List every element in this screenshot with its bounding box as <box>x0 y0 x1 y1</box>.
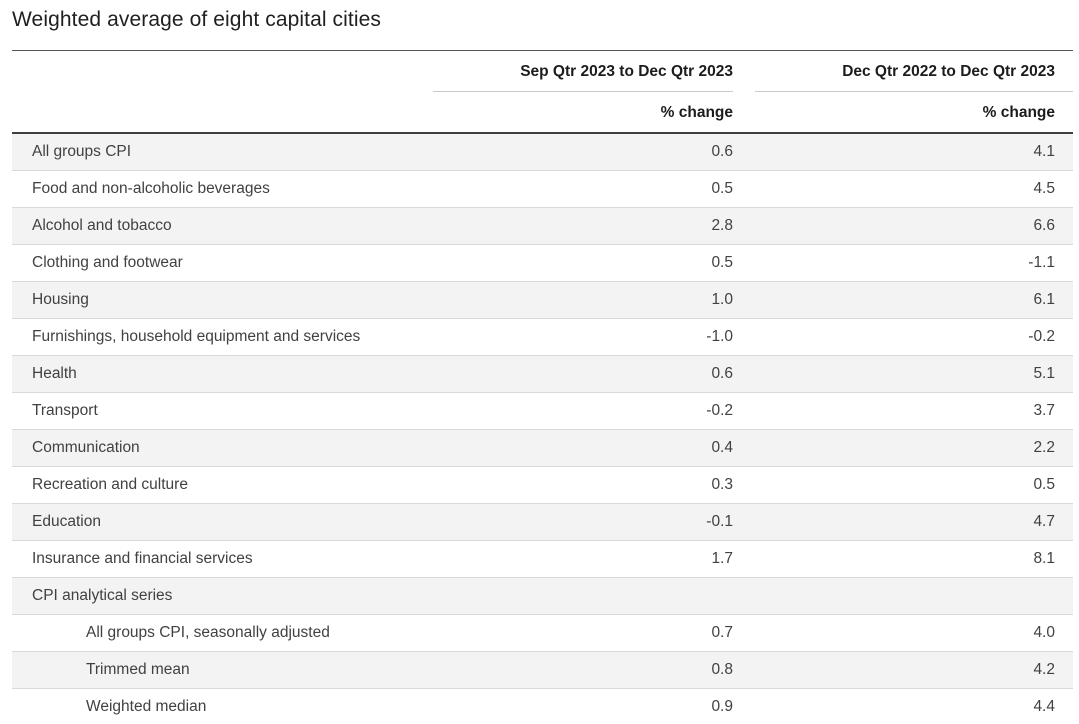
row-value: 8.1 <box>733 540 1073 578</box>
row-label: Insurance and financial services <box>12 540 433 578</box>
row-value: 0.8 <box>433 651 733 689</box>
row-value: -0.2 <box>733 318 1073 356</box>
header-spacer <box>12 51 433 93</box>
table-row: Recreation and culture 0.3 0.5 <box>12 466 1073 504</box>
column-header-quarterly: Sep Qtr 2023 to Dec Qtr 2023 <box>433 51 733 92</box>
row-value: 4.1 <box>733 133 1073 171</box>
row-label: Recreation and culture <box>12 466 433 504</box>
row-value: 4.5 <box>733 170 1073 208</box>
table-row: Weighted median 0.9 4.4 <box>12 688 1073 724</box>
row-value: 6.1 <box>733 281 1073 319</box>
row-value: -1.1 <box>733 244 1073 282</box>
table-row: Clothing and footwear 0.5 -1.1 <box>12 244 1073 282</box>
row-value: 0.5 <box>433 170 733 208</box>
unit-label-quarterly: % change <box>660 104 733 121</box>
table-row: Transport -0.2 3.7 <box>12 392 1073 430</box>
table-row: Communication 0.4 2.2 <box>12 429 1073 467</box>
table-row: Insurance and financial services 1.7 8.1 <box>12 540 1073 578</box>
group-header-row: CPI analytical series <box>12 577 1073 615</box>
table-row: Housing 1.0 6.1 <box>12 281 1073 319</box>
row-value: -0.1 <box>433 503 733 541</box>
cpi-table: Sep Qtr 2023 to Dec Qtr 2023 Dec Qtr 202… <box>12 50 1073 724</box>
period-header-row: Sep Qtr 2023 to Dec Qtr 2023 Dec Qtr 202… <box>12 51 1073 93</box>
row-value: 4.2 <box>733 651 1073 689</box>
row-label: Housing <box>12 281 433 319</box>
row-value: 0.6 <box>433 355 733 393</box>
table-row: Alcohol and tobacco 2.8 6.6 <box>12 207 1073 245</box>
row-value: 0.9 <box>433 688 733 724</box>
row-value: 0.7 <box>433 614 733 652</box>
row-label: Education <box>12 503 433 541</box>
row-value: 2.2 <box>733 429 1073 467</box>
table-row: Food and non-alcoholic beverages 0.5 4.5 <box>12 170 1073 208</box>
row-value: 0.6 <box>433 133 733 171</box>
row-value: 0.5 <box>433 244 733 282</box>
row-label: All groups CPI, seasonally adjusted <box>12 614 433 652</box>
row-label: All groups CPI <box>12 133 433 171</box>
row-label: Alcohol and tobacco <box>12 207 433 245</box>
row-value: 5.1 <box>733 355 1073 393</box>
row-label: Furnishings, household equipment and ser… <box>12 318 433 356</box>
row-value: 1.7 <box>433 540 733 578</box>
page-title: Weighted average of eight capital cities <box>12 8 381 31</box>
row-value: 6.6 <box>733 207 1073 245</box>
table-row: Furnishings, household equipment and ser… <box>12 318 1073 356</box>
row-label: Food and non-alcoholic beverages <box>12 170 433 208</box>
unit-header-row: % change % change <box>12 92 1073 133</box>
row-value: 4.0 <box>733 614 1073 652</box>
table-row: All groups CPI 0.6 4.1 <box>12 133 1073 171</box>
column-header-quarterly-label: Sep Qtr 2023 to Dec Qtr 2023 <box>433 51 733 92</box>
column-header-annual-label: Dec Qtr 2022 to Dec Qtr 2023 <box>755 51 1073 92</box>
row-value: 1.0 <box>433 281 733 319</box>
header-spacer <box>12 92 433 133</box>
row-label: Health <box>12 355 433 393</box>
row-value: 0.4 <box>433 429 733 467</box>
unit-label-annual: % change <box>982 104 1055 121</box>
table-row: Trimmed mean 0.8 4.2 <box>12 651 1073 689</box>
row-label: Communication <box>12 429 433 467</box>
row-value: 3.7 <box>733 392 1073 430</box>
table-row: Health 0.6 5.1 <box>12 355 1073 393</box>
row-label: Transport <box>12 392 433 430</box>
table-row: All groups CPI, seasonally adjusted 0.7 4.… <box>12 614 1073 652</box>
row-value: 2.8 <box>433 207 733 245</box>
row-label: CPI analytical series <box>12 577 433 615</box>
row-value: 0.3 <box>433 466 733 504</box>
row-value <box>733 577 1073 615</box>
table-row: Education -0.1 4.7 <box>12 503 1073 541</box>
row-value: 4.7 <box>733 503 1073 541</box>
table-header: Sep Qtr 2023 to Dec Qtr 2023 Dec Qtr 202… <box>12 51 1073 134</box>
column-header-annual: Dec Qtr 2022 to Dec Qtr 2023 <box>733 51 1073 92</box>
row-label: Trimmed mean <box>12 651 433 689</box>
row-value <box>433 577 733 615</box>
row-value: -0.2 <box>433 392 733 430</box>
table-body: All groups CPI 0.6 4.1 Food and non-alcohol… <box>12 133 1073 724</box>
row-value: -1.0 <box>433 318 733 356</box>
row-value: 0.5 <box>733 466 1073 504</box>
row-label: Weighted median <box>12 688 433 724</box>
row-label: Clothing and footwear <box>12 244 433 282</box>
row-value: 4.4 <box>733 688 1073 724</box>
